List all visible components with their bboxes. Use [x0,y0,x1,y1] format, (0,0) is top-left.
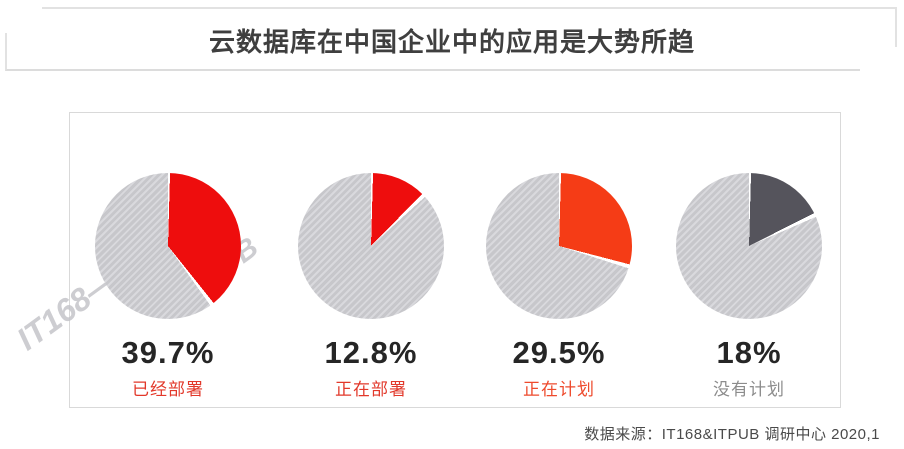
percent-label: 18% [716,335,782,370]
category-label: 正在计划 [523,380,595,399]
data-source: 数据来源：IT168&ITPUB 调研中心 2020,1 [584,426,880,443]
page-title: 云数据库在中国企业中的应用是大势所趋 [208,27,695,57]
category-label: 已经部署 [132,380,204,399]
title-frame-bottom-left [5,33,860,71]
pie-chart-no-plan [676,173,822,319]
pie-chart-deploying [298,173,444,319]
percent-label: 39.7% [121,335,215,370]
title-frame-top-right [42,7,897,47]
chart-card: IT168— ITPUB 39.7% 已经部署 12.8% 正在部署 29.5%… [10,112,841,408]
category-label: 没有计划 [713,380,785,399]
percent-label: 12.8% [324,335,418,370]
percent-label: 29.5% [512,335,606,370]
category-label: 正在部署 [335,380,407,399]
pie-chart-deployed [95,173,241,319]
pie-chart-planning [486,173,632,319]
